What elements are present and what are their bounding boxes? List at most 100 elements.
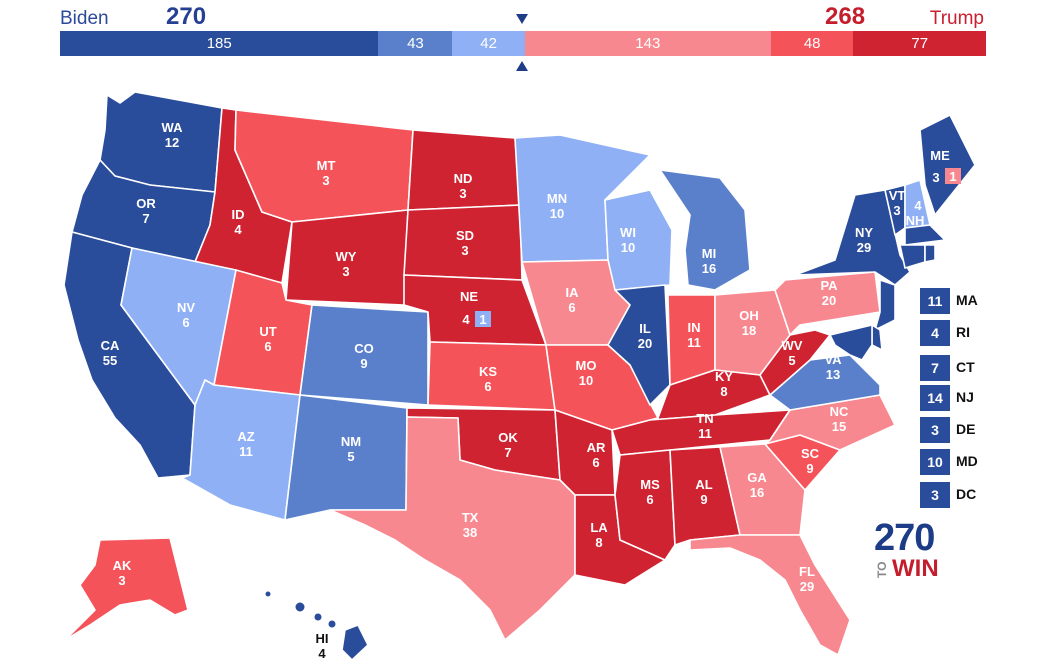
270-marker-up-icon [516,61,528,71]
ev-ne-district: 1 [479,312,486,327]
small-state-row[interactable]: 3 DC [920,482,1030,508]
ev-ms: 6 [646,492,653,507]
ev-al: 9 [700,492,707,507]
svg-text:PA: PA [820,278,838,293]
ev-ut: 6 [264,339,271,354]
state-ky[interactable] [649,369,771,421]
small-state-ev[interactable]: 10 [920,449,950,475]
trump-candidate-name: Trump [929,8,984,29]
state-ct[interactable] [899,244,926,269]
svg-text:AR: AR [587,440,606,455]
svg-text:SD: SD [456,228,474,243]
svg-text:MO: MO [576,358,597,373]
state-md[interactable] [829,324,873,361]
small-state-ev[interactable]: 11 [920,288,950,314]
svg-text:NY: NY [855,225,873,240]
state-wi[interactable] [604,189,673,291]
ev-pa: 20 [822,293,836,308]
svg-text:NH: NH [906,213,925,228]
state-ri[interactable] [924,244,936,263]
small-state-row[interactable]: 3 DE [920,417,1030,443]
small-state-row[interactable]: 14 NJ [920,385,1030,411]
svg-text:SC: SC [801,446,820,461]
svg-text:VA: VA [824,352,842,367]
state-il[interactable] [607,284,671,406]
small-state-ev[interactable]: 7 [920,355,950,381]
svg-text:MN: MN [547,191,567,206]
state-hi-islet-2 [313,612,323,622]
svg-text:IN: IN [688,320,701,335]
svg-text:OR: OR [136,196,156,211]
small-state-ev[interactable]: 14 [920,385,950,411]
svg-text:VT: VT [889,188,906,203]
small-state-abbr: DE [956,421,976,437]
ev-id: 4 [234,222,242,237]
small-state-ev[interactable]: 4 [920,320,950,346]
svg-text:WY: WY [336,249,357,264]
bar-segment-likely-dem[interactable]: 43 [378,31,453,56]
small-state-row[interactable]: 7 CT [920,355,1030,381]
svg-text:HI: HI [316,631,329,646]
state-ma[interactable] [904,224,946,246]
ev-tn: 11 [698,426,712,441]
me-district-box[interactable] [945,168,961,184]
ev-me-district: 1 [949,169,956,184]
ne-district-box[interactable] [475,311,491,327]
svg-text:IL: IL [639,321,651,336]
bar-segment-safe-dem[interactable]: 185 [60,31,379,56]
state-de[interactable] [871,324,883,351]
ev-ky: 8 [720,384,727,399]
state-ny[interactable] [794,189,911,286]
state-ak[interactable] [64,537,189,641]
ev-mi: 16 [702,261,716,276]
state-fl[interactable] [689,534,851,656]
svg-text:TX: TX [462,510,479,525]
svg-text:CO: CO [354,341,374,356]
ev-fl: 29 [800,579,814,594]
bar-segment-lean-rep[interactable]: 143 [524,31,771,56]
ev-ks: 6 [484,379,491,394]
ev-ne: 4 [462,312,470,327]
ev-nc: 15 [832,419,846,434]
svg-text:IA: IA [566,285,580,300]
electoral-vote-bar: 185 43 42 143 48 77 [60,31,986,56]
ev-mn: 10 [550,206,564,221]
svg-text:ME: ME [930,148,950,163]
state-me[interactable] [919,114,976,216]
ev-hi: 4 [318,646,326,661]
state-hi[interactable] [341,624,369,661]
ev-wv: 5 [788,353,795,368]
bar-segment-likely-rep[interactable]: 48 [770,31,854,56]
state-nj[interactable] [874,279,896,331]
ev-ga: 16 [750,485,764,500]
svg-text:NM: NM [341,434,361,449]
270towin-logo[interactable]: 270 TO WIN [874,518,944,584]
state-mi[interactable] [659,169,751,291]
bar-segment-safe-rep[interactable]: 77 [853,31,986,56]
small-state-ev[interactable]: 3 [920,482,950,508]
svg-text:AL: AL [695,477,712,492]
small-state-abbr: NJ [956,389,974,405]
svg-text:FL: FL [799,564,815,579]
small-state-row[interactable]: 4 RI [920,320,1030,346]
bar-segment-lean-dem[interactable]: 42 [452,31,525,56]
svg-text:LA: LA [590,520,608,535]
ev-or: 7 [142,211,149,226]
small-state-abbr: MD [956,453,978,469]
small-state-ev[interactable]: 3 [920,417,950,443]
state-hi-islet-1 [294,601,306,613]
svg-text:MT: MT [317,158,336,173]
svg-text:WI: WI [620,225,636,240]
ev-sd: 3 [461,243,468,258]
ev-ny: 29 [857,240,871,255]
state-tx[interactable] [329,416,576,641]
svg-text:GA: GA [747,470,767,485]
biden-electoral-total: 270 [166,3,207,30]
small-state-row[interactable]: 10 MD [920,449,1030,475]
ev-nm: 5 [347,449,354,464]
state-nm[interactable] [284,394,408,521]
svg-text:AK: AK [113,558,132,573]
small-state-row[interactable]: 11 MA [920,288,1030,314]
